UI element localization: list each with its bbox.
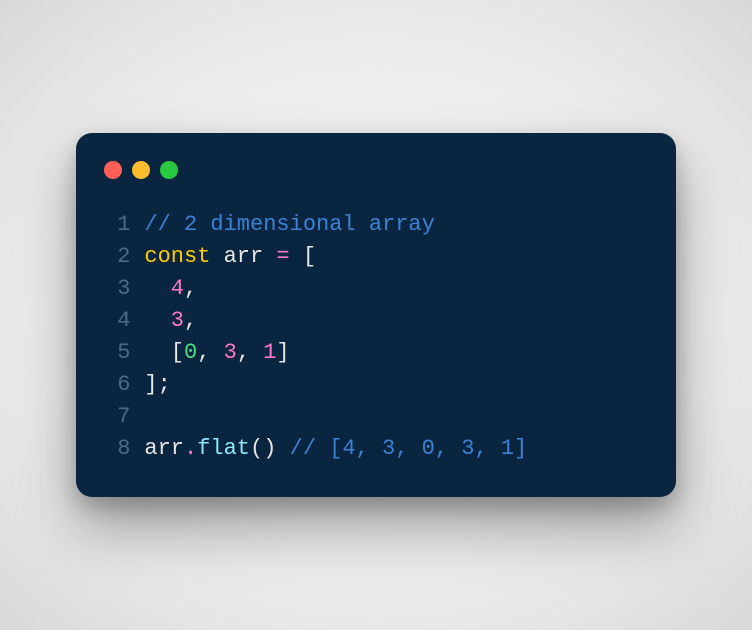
line-number: 4 xyxy=(104,305,130,337)
line-content: arr.flat() // [4, 3, 0, 3, 1] xyxy=(144,433,527,465)
line-content: // 2 dimensional array xyxy=(144,209,434,241)
token: flat xyxy=(197,436,250,461)
zoom-dot[interactable] xyxy=(160,161,178,179)
line-content: [0, 3, 1] xyxy=(144,337,289,369)
token: 1 xyxy=(263,340,276,365)
code-line: 7 xyxy=(104,401,648,433)
token: , xyxy=(237,340,263,365)
line-number: 5 xyxy=(104,337,130,369)
line-number: 8 xyxy=(104,433,130,465)
token: , xyxy=(197,340,223,365)
token: // 2 dimensional array xyxy=(144,212,434,237)
close-dot[interactable] xyxy=(104,161,122,179)
token: 3 xyxy=(224,340,237,365)
line-content: 3, xyxy=(144,305,197,337)
code-line: 4 3, xyxy=(104,305,648,337)
code-line: 5 [0, 3, 1] xyxy=(104,337,648,369)
token: . xyxy=(184,436,197,461)
token: ] xyxy=(276,340,289,365)
line-content: ]; xyxy=(144,369,170,401)
token: 4 xyxy=(171,276,184,301)
code-line: 2 const arr = [ xyxy=(104,241,648,273)
line-content xyxy=(144,401,157,433)
code-block: 1// 2 dimensional array2const arr = [3 4… xyxy=(104,209,648,464)
code-window: 1// 2 dimensional array2const arr = [3 4… xyxy=(76,133,676,496)
token xyxy=(144,308,170,333)
token: // [4, 3, 0, 3, 1] xyxy=(290,436,528,461)
code-line: 3 4, xyxy=(104,273,648,305)
token: = xyxy=(276,244,289,269)
line-number: 6 xyxy=(104,369,130,401)
line-number: 2 xyxy=(104,241,130,273)
token: 0 xyxy=(184,340,197,365)
token: [ xyxy=(144,340,184,365)
token: [ xyxy=(290,244,316,269)
code-line: 1 // 2 dimensional array xyxy=(104,209,648,241)
window-titlebar xyxy=(104,161,648,179)
token: arr xyxy=(210,244,276,269)
line-content: 4, xyxy=(144,273,197,305)
line-number: 7 xyxy=(104,401,130,433)
token: const xyxy=(144,244,210,269)
line-content: const arr = [ xyxy=(144,241,316,273)
line-number: 3 xyxy=(104,273,130,305)
minimize-dot[interactable] xyxy=(132,161,150,179)
token: , xyxy=(184,276,197,301)
token: 3 xyxy=(171,308,184,333)
token: arr xyxy=(144,436,184,461)
token: () xyxy=(250,436,290,461)
code-line: 8 arr.flat() // [4, 3, 0, 3, 1] xyxy=(104,433,648,465)
token: , xyxy=(184,308,197,333)
code-line: 6]; xyxy=(104,369,648,401)
token xyxy=(144,276,170,301)
token: ]; xyxy=(144,372,170,397)
line-number: 1 xyxy=(104,209,130,241)
